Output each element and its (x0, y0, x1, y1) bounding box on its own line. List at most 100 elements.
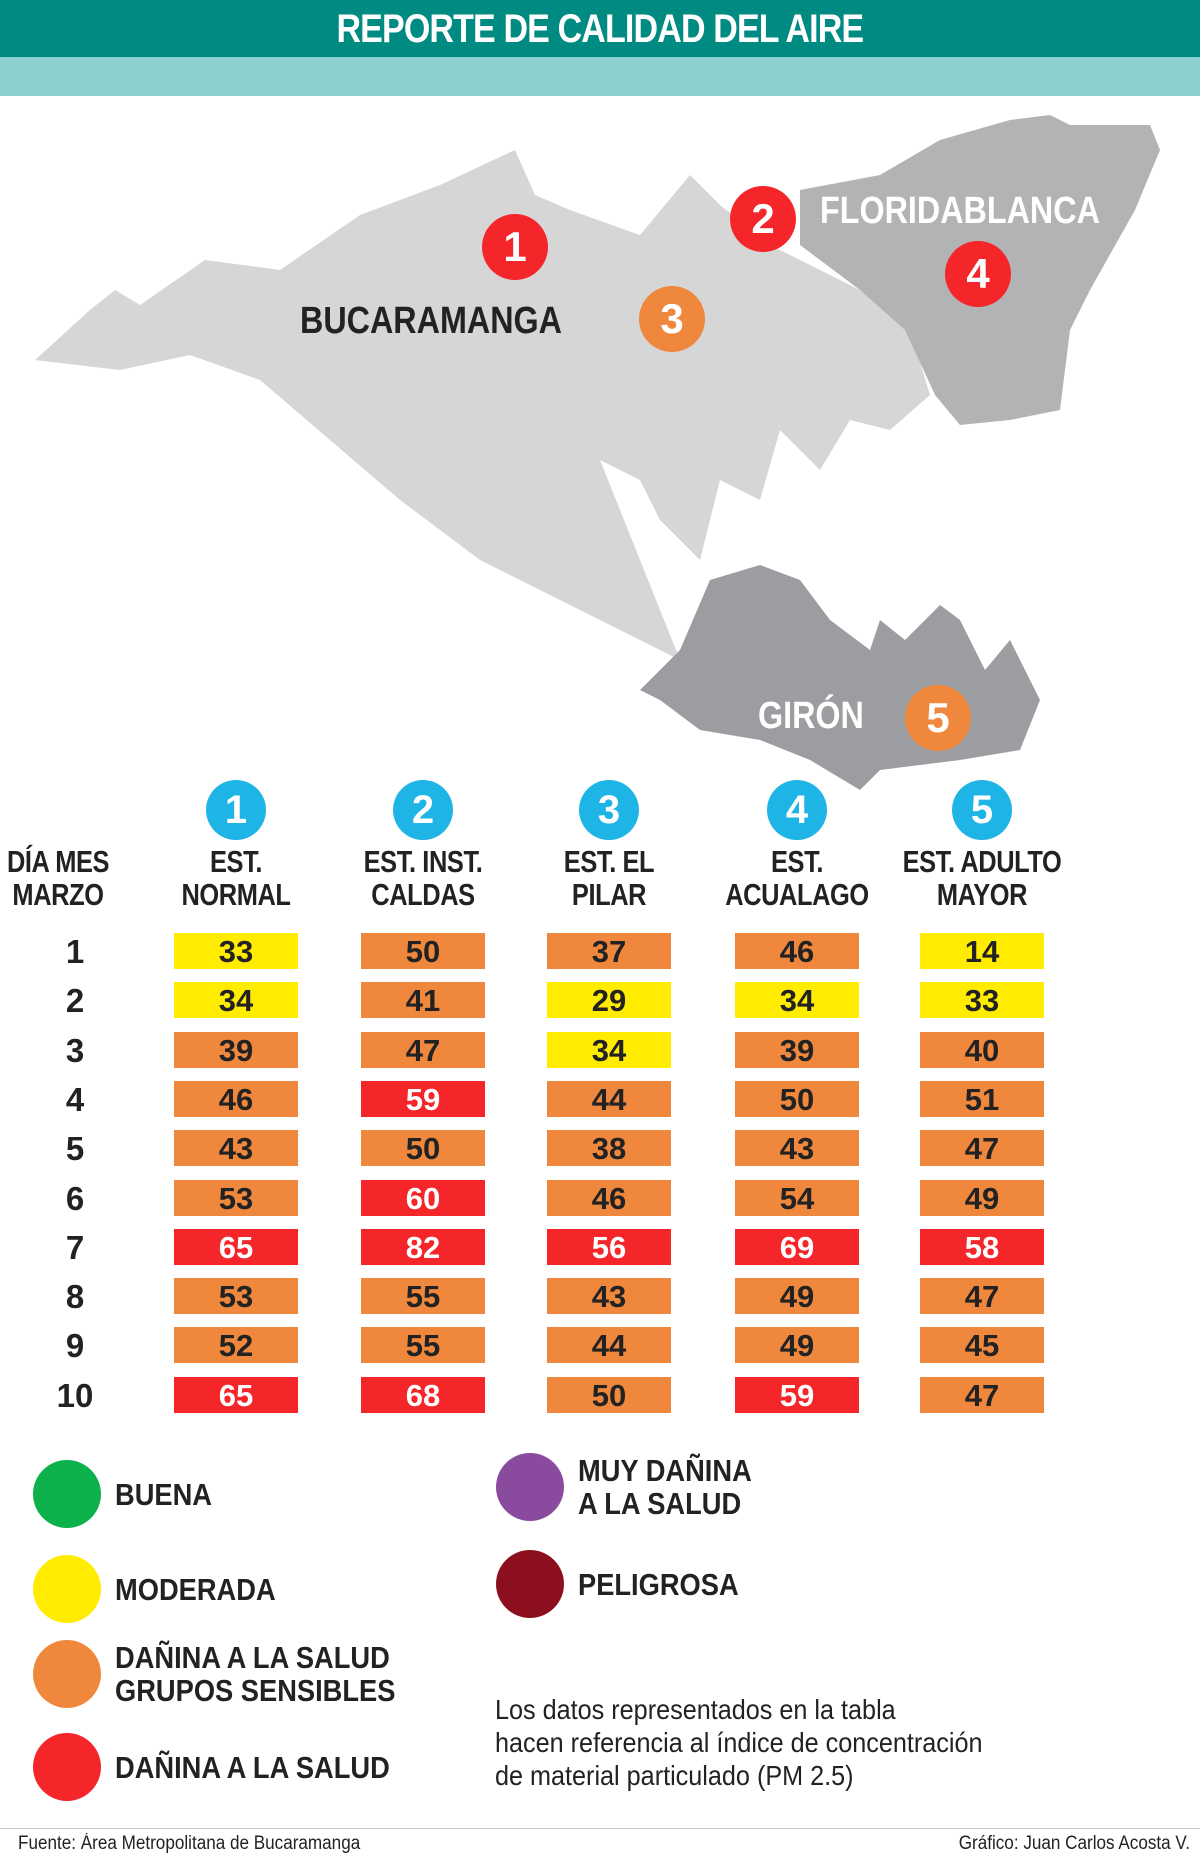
station-name-line1: EST. EL (563, 844, 655, 879)
bucaramanga-area (35, 150, 930, 660)
aqi-cell: 47 (920, 1376, 1044, 1413)
legend-swatch (33, 1640, 101, 1708)
label-floridablanca: FLORIDABLANCA (820, 190, 1100, 232)
aqi-cell: 55 (361, 1278, 485, 1315)
aqi-cell: 45 (920, 1327, 1044, 1364)
day-label: 4 (65, 1080, 85, 1118)
station-name-line1: EST. (209, 844, 263, 879)
legend-label-line: PELIGROSA (578, 1567, 739, 1602)
aqi-cell: 54 (735, 1179, 859, 1216)
aqi-cell: 53 (174, 1278, 298, 1315)
map-pin-3: 3 (639, 286, 705, 352)
aqi-cell: 29 (547, 982, 671, 1019)
aqi-cell: 49 (920, 1179, 1044, 1216)
label-giron: GIRÓN (758, 695, 864, 737)
day-label: 3 (65, 1031, 85, 1069)
day-label: 2 (65, 982, 85, 1020)
aqi-cell: 43 (174, 1130, 298, 1167)
graphic-credit: Gráfico: Juan Carlos Acosta V. (958, 1833, 1190, 1854)
aqi-cell: 59 (361, 1080, 485, 1117)
footer-divider (0, 1828, 1200, 1829)
station-name-line2: PILAR (571, 877, 647, 912)
legend-label: BUENA (115, 1478, 212, 1511)
aqi-cell: 47 (920, 1130, 1044, 1167)
aqi-cell: 44 (547, 1080, 671, 1117)
legend-label-line: DAÑINA A LA SALUD (115, 1750, 390, 1785)
aqi-cell: 50 (361, 933, 485, 969)
aqi-cell: 69 (735, 1228, 859, 1265)
station-number-badge: 4 (767, 780, 827, 840)
station-name-line1: EST. ADULTO (902, 844, 1062, 879)
aqi-cell: 41 (361, 982, 485, 1019)
legend-label: DAÑINA A LA SALUD GRUPOS SENSIBLES (115, 1641, 395, 1707)
map-pin-4: 4 (945, 241, 1011, 307)
station-header: EST. ACUALAGO (721, 845, 874, 911)
legend-swatch (33, 1460, 101, 1528)
page-title: REPORTE DE CALIDAD DEL AIRE (0, 0, 1200, 57)
aqi-cell: 51 (920, 1080, 1044, 1117)
aqi-cell: 49 (735, 1327, 859, 1364)
aqi-cell: 43 (547, 1278, 671, 1315)
legend-label-line: A LA SALUD (578, 1486, 742, 1521)
aqi-cell: 65 (174, 1376, 298, 1413)
map-pin-5: 5 (905, 685, 971, 751)
giron-area (640, 565, 1040, 790)
legend-label-line: BUENA (115, 1477, 213, 1512)
day-label: 7 (65, 1228, 85, 1266)
aqi-cell: 60 (361, 1179, 485, 1216)
aqi-cell: 58 (920, 1228, 1044, 1265)
aqi-cell: 40 (920, 1031, 1044, 1068)
aqi-cell: 37 (547, 933, 671, 969)
note-line: hacen referencia al índice de concentrac… (495, 1727, 983, 1758)
legend-swatch (496, 1453, 564, 1521)
aqi-cell: 34 (547, 1031, 671, 1068)
day-label: 5 (65, 1130, 85, 1168)
aqi-cell: 34 (174, 982, 298, 1019)
aqi-cell: 46 (174, 1080, 298, 1117)
aqi-cell: 53 (174, 1179, 298, 1216)
aqi-cell: 49 (735, 1278, 859, 1315)
day-header: DÍA MES MARZO (0, 845, 120, 911)
station-number-badge: 1 (206, 780, 266, 840)
data-note: Los datos representados en la tabla hace… (495, 1693, 983, 1792)
legend-label-line: GRUPOS SENSIBLES (115, 1673, 396, 1708)
day-header-line2: MARZO (12, 877, 104, 912)
station-number-badge: 5 (952, 780, 1012, 840)
legend-label-line: MODERADA (115, 1572, 276, 1607)
day-label: 6 (65, 1179, 85, 1217)
aqi-cell: 50 (361, 1130, 485, 1167)
legend-swatch (33, 1555, 101, 1623)
station-name-line2: CALDAS (371, 877, 475, 912)
legend-label: DAÑINA A LA SALUD (115, 1751, 390, 1784)
map-pin-1: 1 (482, 214, 548, 280)
legend-label: MODERADA (115, 1573, 276, 1606)
station-name-line1: EST. (770, 844, 824, 879)
aqi-cell: 44 (547, 1327, 671, 1364)
day-label: 8 (65, 1278, 85, 1316)
aqi-cell: 55 (361, 1327, 485, 1364)
aqi-cell: 65 (174, 1228, 298, 1265)
aqi-cell: 39 (174, 1031, 298, 1068)
aqi-cell: 82 (361, 1228, 485, 1265)
station-header: EST. EL PILAR (533, 845, 686, 911)
aqi-cell: 46 (547, 1179, 671, 1216)
aqi-cell: 43 (735, 1130, 859, 1167)
aqi-cell: 52 (174, 1327, 298, 1364)
label-bucaramanga: BUCARAMANGA (300, 300, 562, 342)
day-label: 9 (65, 1327, 85, 1365)
aqi-cell: 38 (547, 1130, 671, 1167)
day-label: 10 (56, 1376, 94, 1414)
aqi-cell: 50 (735, 1080, 859, 1117)
aqi-cell: 39 (735, 1031, 859, 1068)
aqi-cell: 50 (547, 1376, 671, 1413)
map-pin-2: 2 (730, 186, 796, 252)
legend-label-line: DAÑINA A LA SALUD (115, 1640, 390, 1675)
header-band (0, 57, 1200, 96)
legend-label-line: MUY DAÑINA (578, 1453, 752, 1488)
aqi-cell: 33 (920, 982, 1044, 1019)
day-header-line1: DÍA MES (6, 844, 110, 879)
aqi-cell: 47 (361, 1031, 485, 1068)
aqi-cell: 47 (920, 1278, 1044, 1315)
legend-label: PELIGROSA (578, 1568, 739, 1601)
